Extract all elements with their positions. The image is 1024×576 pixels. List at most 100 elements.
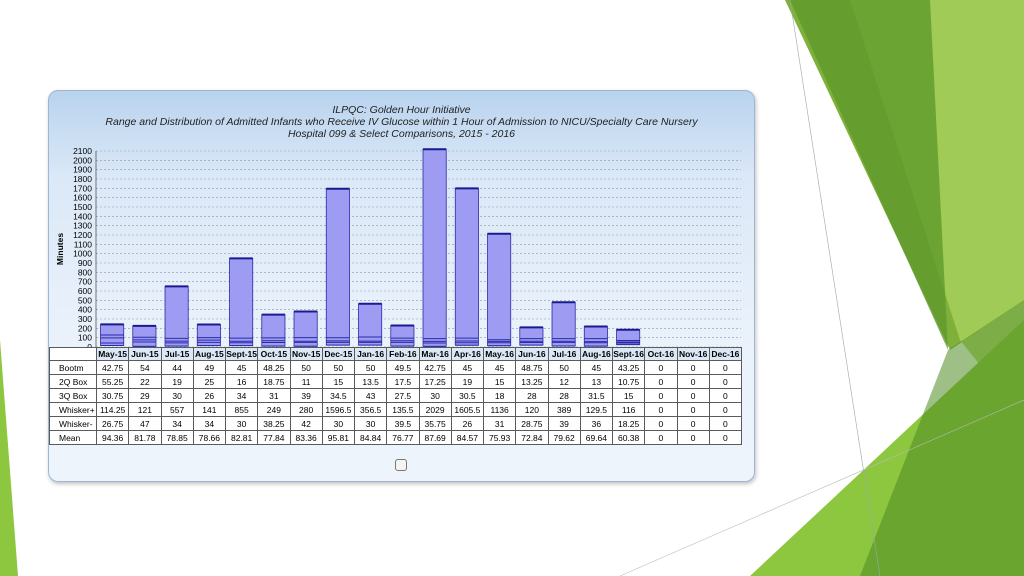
table-cell: 39.5 bbox=[386, 416, 420, 431]
table-cell: 45 bbox=[224, 360, 259, 375]
table-cell: 13 bbox=[579, 374, 614, 389]
table-cell: 28 bbox=[515, 388, 549, 403]
table-cell: 81.78 bbox=[128, 430, 162, 445]
table-cell: 34 bbox=[160, 416, 194, 431]
row-label: Bootm bbox=[49, 360, 97, 375]
table-cell: 29 bbox=[128, 388, 162, 403]
table-cell: 38.25 bbox=[257, 416, 291, 431]
table-cell: 30.75 bbox=[95, 388, 130, 403]
row-label: Mean bbox=[49, 430, 97, 445]
table-cell: 17.25 bbox=[418, 374, 452, 389]
table-cell: 28.75 bbox=[515, 416, 549, 431]
table-cell: 0 bbox=[676, 430, 710, 445]
table-cell: 116 bbox=[611, 402, 646, 417]
table-cell: 0 bbox=[708, 388, 743, 403]
table-cell: 0 bbox=[676, 374, 710, 389]
table-cell: 1136 bbox=[482, 402, 517, 417]
table-cell: 31 bbox=[257, 388, 291, 403]
table-cell: 15 bbox=[321, 374, 356, 389]
table-cell: 10.75 bbox=[611, 374, 646, 389]
table-cell: 11 bbox=[289, 374, 323, 389]
table-cell: 135.5 bbox=[386, 402, 420, 417]
column-header: May-15 bbox=[95, 347, 130, 361]
green-strip-left bbox=[0, 340, 18, 576]
box-Apr-16 bbox=[454, 187, 479, 346]
table-cell: 42 bbox=[289, 416, 323, 431]
table-cell: 0 bbox=[644, 430, 678, 445]
table-cell: 557 bbox=[160, 402, 194, 417]
chart-subtitle-2: Hospital 099 & Select Comparisons, 2015 … bbox=[287, 128, 516, 140]
table-cell: 50 bbox=[353, 360, 388, 375]
table-cell: 26 bbox=[450, 416, 485, 431]
table-cell: 45 bbox=[482, 360, 517, 375]
table-cell: 15 bbox=[482, 374, 517, 389]
column-header: Aug-16 bbox=[579, 347, 614, 361]
y-tick-label: 1200 bbox=[73, 230, 92, 240]
table-cell: 18.25 bbox=[611, 416, 646, 431]
column-header: Feb-16 bbox=[386, 347, 420, 361]
column-header: Jan-16 bbox=[353, 347, 388, 361]
column-header: Dec-16 bbox=[708, 347, 743, 361]
table-cell: 13.25 bbox=[515, 374, 549, 389]
table-cell: 356.5 bbox=[353, 402, 388, 417]
column-header: Jun-15 bbox=[128, 347, 162, 361]
table-cell: 39 bbox=[289, 388, 323, 403]
column-header: Apr-16 bbox=[450, 347, 485, 361]
table-cell: 141 bbox=[192, 402, 227, 417]
box-May-16 bbox=[487, 233, 512, 347]
table-row: 2Q Box 55.25 22 19 25 16 18.75 11 15 13.5 17.5 17.2… bbox=[49, 374, 743, 389]
y-tick-label: 500 bbox=[78, 295, 92, 305]
table-row: Mean 94.36 81.78 78.85 78.66 82.81 77.84 83.36 9… bbox=[49, 430, 743, 445]
table-cell: 0 bbox=[644, 360, 678, 375]
table-cell: 855 bbox=[224, 402, 259, 417]
table-cell: 72.84 bbox=[515, 430, 549, 445]
table-cell: 87.69 bbox=[418, 430, 452, 445]
row-label: Whisker- bbox=[49, 416, 97, 431]
table-cell: 60.38 bbox=[611, 430, 646, 445]
table-cell: 0 bbox=[708, 430, 743, 445]
table-cell: 76.77 bbox=[386, 430, 420, 445]
green-triangle-dark bbox=[790, 0, 948, 350]
table-cell: 280 bbox=[289, 402, 323, 417]
table-cell: 84.57 bbox=[450, 430, 485, 445]
column-header: Jul-15 bbox=[160, 347, 194, 361]
table-cell: 30 bbox=[160, 388, 194, 403]
table-cell: 1605.5 bbox=[450, 402, 485, 417]
column-header: Sept-15 bbox=[224, 347, 259, 361]
table-cell: 35.75 bbox=[418, 416, 452, 431]
box-Dec-15 bbox=[325, 188, 350, 346]
table-cell: 43 bbox=[353, 388, 388, 403]
table-cell: 0 bbox=[676, 402, 710, 417]
table-cell: 44 bbox=[160, 360, 194, 375]
table-cell: 43.25 bbox=[611, 360, 646, 375]
table-cell: 16 bbox=[224, 374, 259, 389]
column-header: Aug-15 bbox=[192, 347, 227, 361]
table-row: Bootm 42.75 54 44 49 45 48.25 50 50 50 49.5 42.75 45… bbox=[49, 360, 743, 375]
table-corner bbox=[49, 347, 97, 361]
table-cell: 39 bbox=[547, 416, 581, 431]
table-cell: 120 bbox=[515, 402, 549, 417]
table-cell: 83.36 bbox=[289, 430, 323, 445]
box-Sept-15 bbox=[229, 257, 254, 346]
scroll-button[interactable] bbox=[395, 459, 407, 471]
table-row: Whisker+ 114.25 121 557 141 855 249 280 1596.5 35… bbox=[49, 402, 743, 417]
y-tick-label: 400 bbox=[78, 305, 92, 315]
table-cell: 36 bbox=[579, 416, 614, 431]
box-Oct-15 bbox=[261, 314, 286, 347]
table-cell: 25 bbox=[192, 374, 227, 389]
table-cell: 18.75 bbox=[257, 374, 291, 389]
table-cell: 94.36 bbox=[95, 430, 130, 445]
y-tick-label: 2000 bbox=[73, 155, 92, 165]
table-cell: 31.5 bbox=[579, 388, 614, 403]
y-tick-label: 200 bbox=[78, 323, 92, 333]
table-cell: 42.75 bbox=[95, 360, 130, 375]
table-cell: 129.5 bbox=[579, 402, 614, 417]
y-tick-label: 1500 bbox=[73, 202, 92, 212]
y-tick-label: 2100 bbox=[73, 146, 92, 156]
table-cell: 34.5 bbox=[321, 388, 356, 403]
table-cell: 22 bbox=[128, 374, 162, 389]
y-tick-label: 300 bbox=[78, 314, 92, 324]
table-cell: 84.84 bbox=[353, 430, 388, 445]
row-label: 2Q Box bbox=[49, 374, 97, 389]
table-cell: 15 bbox=[611, 388, 646, 403]
